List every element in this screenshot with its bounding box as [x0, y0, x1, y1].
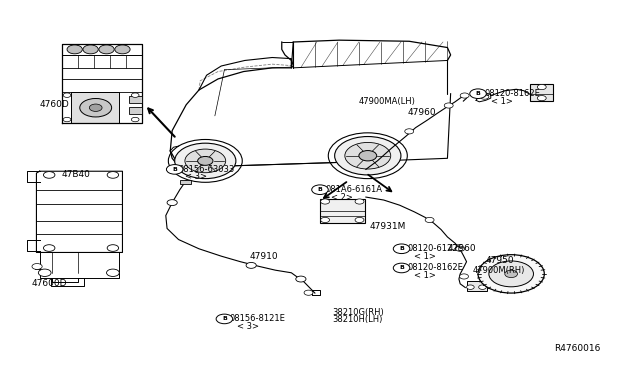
Circle shape — [44, 245, 55, 251]
Text: B: B — [476, 91, 481, 96]
Text: 08120-6122E: 08120-6122E — [408, 244, 464, 253]
Text: 08120-8162E: 08120-8162E — [484, 89, 540, 98]
Text: 38210H(LH): 38210H(LH) — [333, 315, 383, 324]
Text: < 3>: < 3> — [237, 322, 259, 331]
Circle shape — [460, 274, 468, 279]
Circle shape — [505, 270, 518, 278]
Bar — [180, 180, 191, 184]
Text: 38210G(RH): 38210G(RH) — [333, 308, 385, 317]
Circle shape — [335, 137, 401, 175]
Text: 47910: 47910 — [250, 251, 278, 261]
Circle shape — [198, 157, 213, 165]
Circle shape — [107, 245, 118, 251]
Text: < 1>: < 1> — [491, 97, 513, 106]
Bar — [467, 281, 487, 291]
Bar — [129, 107, 141, 114]
Circle shape — [355, 199, 364, 204]
Circle shape — [321, 217, 330, 222]
Circle shape — [359, 151, 377, 161]
Circle shape — [460, 93, 469, 98]
Circle shape — [489, 261, 534, 287]
Text: 47900MA(LH): 47900MA(LH) — [358, 97, 415, 106]
Text: 47900M(RH): 47900M(RH) — [473, 266, 525, 275]
Circle shape — [246, 262, 256, 268]
Circle shape — [99, 45, 114, 54]
Text: 08156-8121E: 08156-8121E — [230, 314, 285, 323]
Circle shape — [115, 45, 130, 54]
Bar — [72, 92, 119, 123]
Text: B: B — [317, 187, 323, 192]
Circle shape — [44, 171, 55, 178]
Text: 47960: 47960 — [408, 108, 436, 117]
Text: 4760D: 4760D — [40, 100, 69, 109]
Circle shape — [80, 99, 111, 117]
Circle shape — [83, 45, 99, 54]
Circle shape — [425, 217, 434, 222]
Circle shape — [538, 84, 546, 90]
Text: R4760016: R4760016 — [554, 344, 601, 353]
Circle shape — [131, 93, 139, 97]
Circle shape — [38, 269, 51, 276]
Text: B: B — [399, 266, 404, 270]
Bar — [320, 199, 365, 223]
Bar — [129, 96, 141, 103]
Circle shape — [394, 263, 410, 273]
Text: 081A6-6161A: 081A6-6161A — [325, 185, 382, 194]
Circle shape — [467, 285, 474, 289]
Circle shape — [456, 246, 465, 251]
Circle shape — [63, 117, 71, 122]
Circle shape — [106, 269, 119, 276]
Circle shape — [478, 255, 544, 293]
Bar — [531, 84, 552, 101]
Circle shape — [312, 185, 328, 195]
Text: B: B — [399, 246, 404, 251]
Circle shape — [321, 199, 330, 204]
Circle shape — [538, 96, 546, 101]
Circle shape — [345, 142, 391, 169]
Text: 08156-63033: 08156-63033 — [179, 165, 235, 174]
Text: 47960: 47960 — [447, 244, 476, 253]
Text: < 1>: < 1> — [414, 271, 436, 280]
Circle shape — [296, 276, 306, 282]
Text: B: B — [172, 167, 177, 172]
Circle shape — [470, 89, 486, 99]
Text: < 3>: < 3> — [185, 172, 207, 181]
Text: 47931M: 47931M — [370, 222, 406, 231]
Circle shape — [394, 244, 410, 254]
Text: 47600D: 47600D — [32, 279, 67, 288]
Circle shape — [355, 217, 364, 222]
Circle shape — [304, 290, 313, 295]
Text: 08120-8162E: 08120-8162E — [408, 263, 464, 272]
Circle shape — [131, 117, 139, 122]
Circle shape — [63, 93, 71, 97]
Circle shape — [90, 104, 102, 112]
Circle shape — [479, 285, 486, 289]
Circle shape — [175, 143, 236, 179]
Circle shape — [216, 314, 233, 324]
Circle shape — [166, 164, 183, 174]
Circle shape — [67, 45, 83, 54]
Text: B: B — [222, 317, 227, 321]
Circle shape — [444, 103, 453, 108]
Text: < 2>: < 2> — [332, 193, 353, 202]
Text: < 1>: < 1> — [414, 251, 436, 261]
Circle shape — [404, 129, 413, 134]
Text: 47950: 47950 — [486, 256, 515, 265]
Circle shape — [107, 171, 118, 178]
Circle shape — [32, 263, 42, 269]
Circle shape — [185, 149, 226, 173]
Circle shape — [480, 94, 489, 99]
Text: 47B40: 47B40 — [62, 170, 91, 179]
Circle shape — [167, 200, 177, 206]
